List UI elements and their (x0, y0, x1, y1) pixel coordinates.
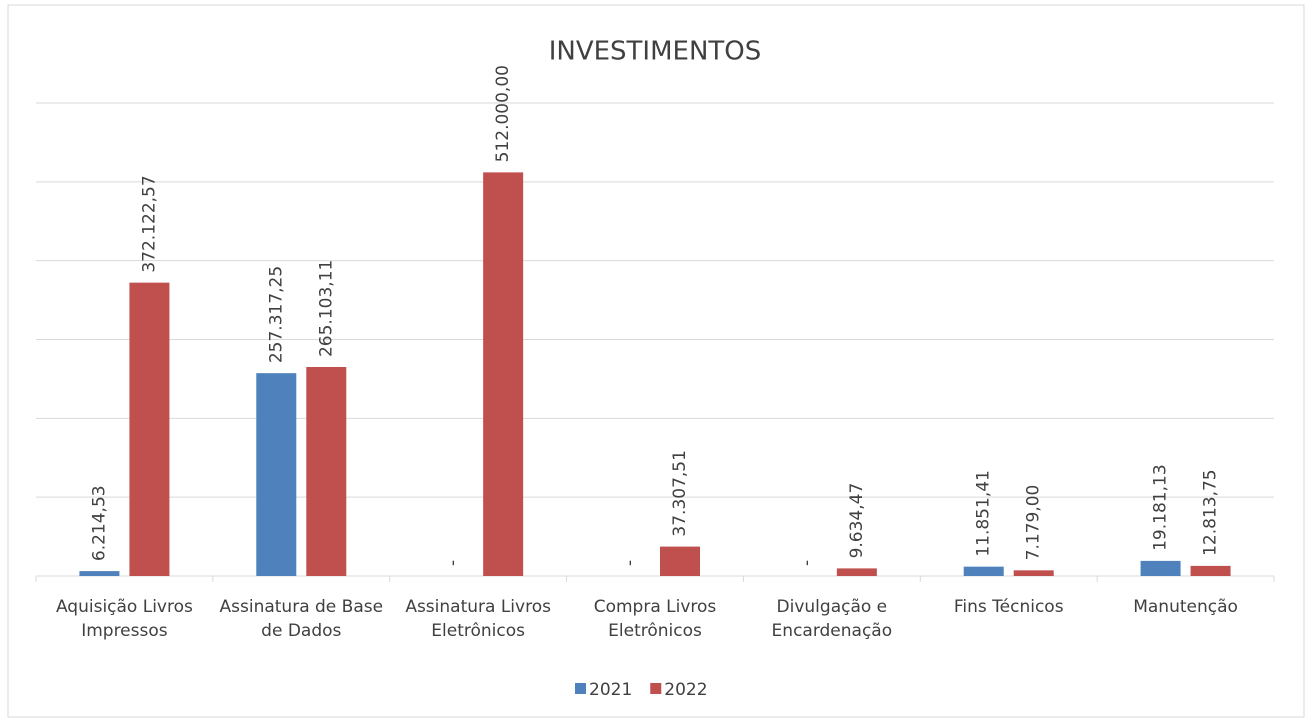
data-label: 37.307,51 (670, 450, 690, 537)
data-label: 11.851,41 (974, 470, 994, 557)
x-tick-label: Fins Técnicos (953, 597, 1064, 617)
bar (1140, 560, 1181, 576)
data-label: 12.813,75 (1201, 469, 1221, 556)
data-label: 7.179,00 (1024, 485, 1044, 561)
x-tick-label: Aquisição Livros Impressos (55, 597, 193, 641)
bar (256, 373, 297, 576)
data-label: 6.214,53 (89, 485, 109, 561)
x-tick-label: Divulgação e Encardenação (771, 597, 893, 641)
chart-title: INVESTIMENTOS (549, 37, 762, 67)
legend-swatch (650, 683, 662, 694)
x-tick-label: Compra Livros Eletrônicos (593, 597, 717, 641)
data-label: 265.103,11 (316, 260, 336, 357)
data-label: 512.000,00 (493, 65, 513, 162)
legend-label: 2022 (664, 680, 707, 700)
legend-label: 2021 (589, 680, 632, 700)
bar (1190, 565, 1231, 576)
bar (836, 568, 877, 576)
bar (1013, 570, 1054, 576)
x-tick-label: Assinatura Livros Eletrônicos (405, 597, 551, 641)
bar (963, 566, 1004, 576)
data-label: 9.634,47 (847, 483, 867, 559)
data-label: 19.181,13 (1151, 464, 1171, 551)
x-tick-label: Assinatura de Base de Dados (219, 597, 384, 641)
data-label: - (620, 560, 640, 566)
data-label: 257.317,25 (266, 266, 286, 363)
x-tick-label: Manutenção (1133, 597, 1238, 617)
bar (660, 546, 700, 576)
bar (129, 282, 170, 576)
bar (79, 571, 120, 576)
data-label: - (797, 560, 817, 566)
bar (306, 367, 347, 576)
data-label: - (443, 560, 463, 566)
chart-border (7, 4, 1305, 718)
bar (483, 172, 524, 576)
data-label: 372.122,57 (139, 175, 159, 272)
legend-swatch (575, 683, 586, 694)
